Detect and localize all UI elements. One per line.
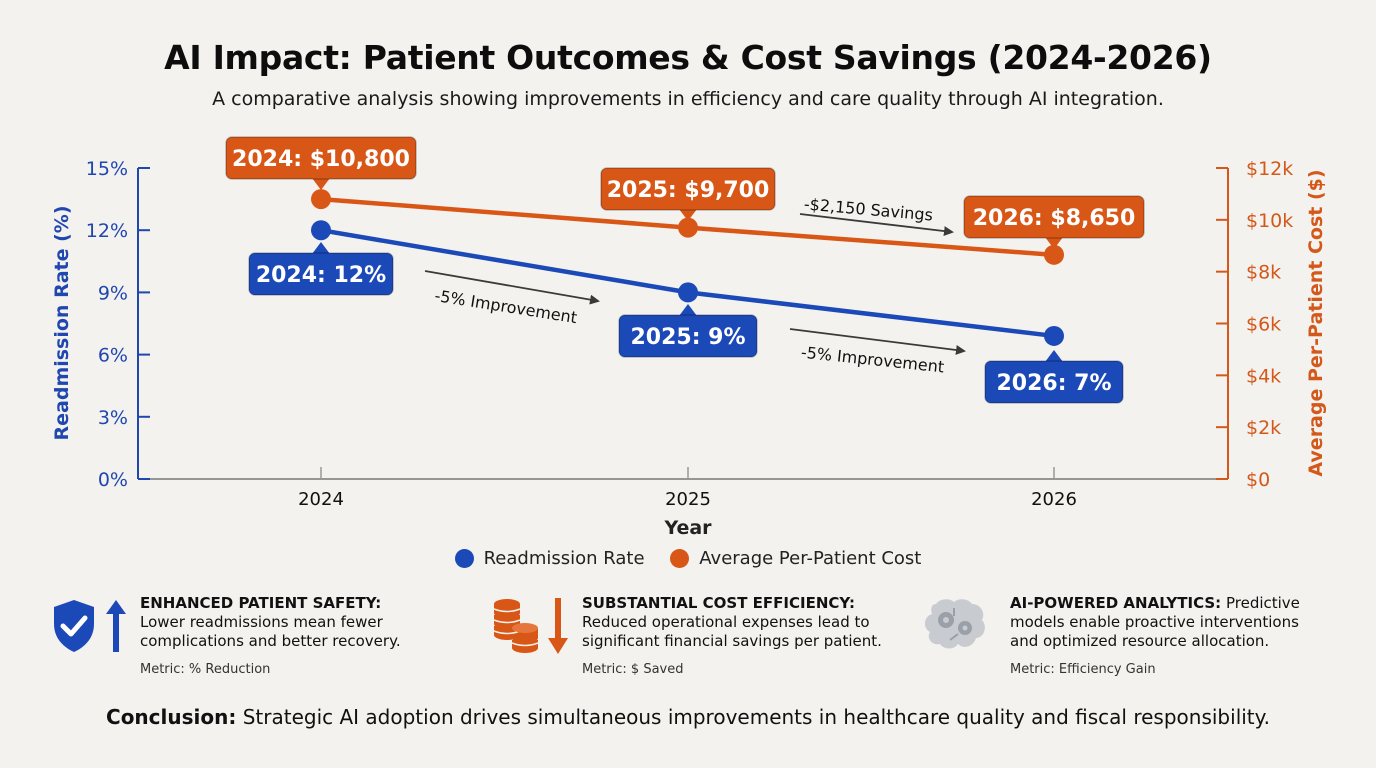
callout-box xyxy=(248,252,394,296)
x-tick-label: 2024 xyxy=(298,489,344,510)
right-axis-title: Average Per-Patient Cost ($) xyxy=(1305,169,1327,476)
callout-text: 2026: $8,650 xyxy=(973,206,1136,231)
callout-text: 2025: 9% xyxy=(630,325,745,350)
data-point-readmission xyxy=(1044,325,1064,346)
annotation-arrow xyxy=(424,270,600,305)
right-tick-label: $10k xyxy=(1246,210,1293,232)
data-point-readmission xyxy=(678,282,698,303)
annotation-label: -5% Improvement xyxy=(800,343,945,377)
chart-title: AI Impact: Patient Outcomes & Cost Savin… xyxy=(164,38,1212,77)
card-heading: ENHANCED PATIENT SAFETY: xyxy=(140,594,382,612)
callout-text: 2026: 7% xyxy=(996,371,1111,396)
chart-subtitle: A comparative analysis showing improveme… xyxy=(212,88,1164,110)
right-tick-label: $4k xyxy=(1246,365,1281,387)
dual-axis-line-chart: 0% 3% 6% 9% 12% 15% $0 $2k $4k $6k $8k $10k $12k 2024… xyxy=(51,136,1327,539)
callout-pointer xyxy=(679,209,697,221)
callout-readmission-2025: 2025: 9% xyxy=(618,304,758,358)
callout-box xyxy=(618,314,758,358)
card-text: SUBSTANTIAL COST EFFICIENCY: Reduced ope… xyxy=(582,594,882,651)
conclusion: Conclusion: Strategic AI adoption drives… xyxy=(0,705,1376,729)
callout-box xyxy=(984,360,1124,404)
card-cost-efficiency: SUBSTANTIAL COST EFFICIENCY: Reduced ope… xyxy=(492,594,882,684)
callout-cost-2026: 2026: $8,650 xyxy=(963,195,1145,249)
legend-label-readmission: Readmission Rate xyxy=(483,548,645,569)
left-tick-label: 0% xyxy=(98,469,128,491)
left-tick-label: 15% xyxy=(86,158,128,180)
legend-item-readmission: Readmission Rate xyxy=(454,548,645,569)
x-tick-label: 2025 xyxy=(665,489,711,510)
card-body: Predictive models enable proactive inter… xyxy=(1010,594,1300,650)
callout-pointer xyxy=(312,242,330,254)
data-point-cost xyxy=(311,189,331,210)
left-tick-label: 6% xyxy=(98,345,128,367)
right-tick-label: $12k xyxy=(1246,158,1293,180)
x-axis-title: Year xyxy=(663,517,712,539)
card-heading: AI-POWERED ANALYTICS: xyxy=(1010,594,1222,612)
callout-cost-2025: 2025: $9,700 xyxy=(600,167,776,221)
callout-text: 2025: $9,700 xyxy=(607,178,770,203)
left-tick-label: 9% xyxy=(98,282,128,304)
left-tick-label: 3% xyxy=(98,407,128,429)
callout-text: 2024: $10,800 xyxy=(232,147,410,172)
callout-pointer xyxy=(1045,350,1063,362)
right-tick-label: $6k xyxy=(1246,314,1281,336)
callout-text: 2024: 12% xyxy=(256,263,386,288)
annotation-label: -5% Improvement xyxy=(433,286,578,327)
callout-box xyxy=(600,167,776,211)
callout-pointer xyxy=(679,304,697,316)
card-heading: SUBSTANTIAL COST EFFICIENCY: xyxy=(582,594,855,612)
callout-pointer xyxy=(1045,237,1063,249)
annotation-arrow xyxy=(789,328,966,355)
card-metric: Metric: $ Saved xyxy=(582,662,684,677)
card-ai-analytics: AI-POWERED ANALYTICS: Predictive models … xyxy=(920,594,1300,684)
x-tick-label: 2026 xyxy=(1031,489,1077,510)
callout-box xyxy=(225,136,417,180)
conclusion-text: Strategic AI adoption drives simultaneou… xyxy=(242,705,1270,729)
card-body: Reduced operational expenses lead to sig… xyxy=(582,613,882,650)
right-tick-label: $8k xyxy=(1246,262,1281,284)
callout-pointer xyxy=(312,178,330,190)
legend-swatch-blue xyxy=(454,549,474,568)
conclusion-label: Conclusion: xyxy=(106,705,237,729)
left-axis-title: Readmission Rate (%) xyxy=(51,205,73,440)
card-metric: Metric: Efficiency Gain xyxy=(1010,662,1156,677)
annotation-arrow xyxy=(799,213,954,237)
brain-gears-icon xyxy=(924,599,985,649)
card-patient-safety: ENHANCED PATIENT SAFETY: Lower readmissi… xyxy=(50,594,430,684)
card-text: ENHANCED PATIENT SAFETY: Lower readmissi… xyxy=(140,594,440,651)
legend-item-cost: Average Per-Patient Cost xyxy=(670,548,921,569)
data-point-cost xyxy=(678,217,698,238)
left-tick-label: 12% xyxy=(86,220,128,242)
chart-legend: Readmission Rate Average Per-Patient Cos… xyxy=(0,548,1376,573)
callout-cost-2024: 2024: $10,800 xyxy=(225,136,417,190)
callout-readmission-2024: 2024: 12% xyxy=(248,242,394,296)
card-metric: Metric: % Reduction xyxy=(140,662,271,677)
callout-box xyxy=(963,195,1145,239)
legend-label-cost: Average Per-Patient Cost xyxy=(699,548,922,569)
coins-down-arrow-icon xyxy=(493,598,568,654)
shield-check-up-arrow-icon xyxy=(54,600,126,652)
callout-readmission-2026: 2026: 7% xyxy=(984,350,1124,404)
annotation-label: -$2,150 Savings xyxy=(803,194,934,224)
right-tick-label: $2k xyxy=(1246,417,1281,439)
legend-swatch-orange xyxy=(670,549,690,568)
card-body: Lower readmissions mean fewer complicati… xyxy=(140,613,401,650)
data-point-cost xyxy=(1044,244,1064,265)
data-point-readmission xyxy=(311,220,331,241)
right-tick-label: $0 xyxy=(1246,469,1270,491)
card-text: AI-POWERED ANALYTICS: Predictive models … xyxy=(1010,594,1310,651)
